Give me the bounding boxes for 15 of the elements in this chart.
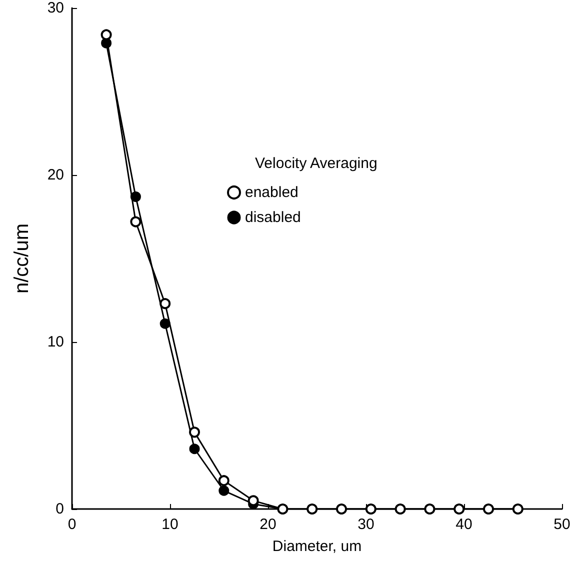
- y-axis-title: n/cc/um: [11, 223, 33, 294]
- x-axis-title: Diameter, um: [272, 538, 362, 555]
- y-tick-label: 30: [47, 0, 64, 16]
- legend-title: Velocity Averaging: [255, 155, 378, 172]
- x-tick-label: 20: [260, 516, 276, 533]
- x-tick-label: 10: [162, 516, 178, 533]
- y-tick-label: 20: [47, 166, 64, 184]
- x-tick-label: 30: [358, 516, 374, 533]
- x-tick-label: 50: [554, 516, 570, 533]
- legend-label: enabled: [245, 184, 298, 201]
- y-tick-label: 10: [47, 334, 64, 350]
- y-tick-label: 0: [56, 500, 64, 518]
- x-tick-label: 40: [456, 516, 472, 533]
- legend-label: disabled: [245, 209, 301, 226]
- x-tick-label: 0: [68, 516, 76, 533]
